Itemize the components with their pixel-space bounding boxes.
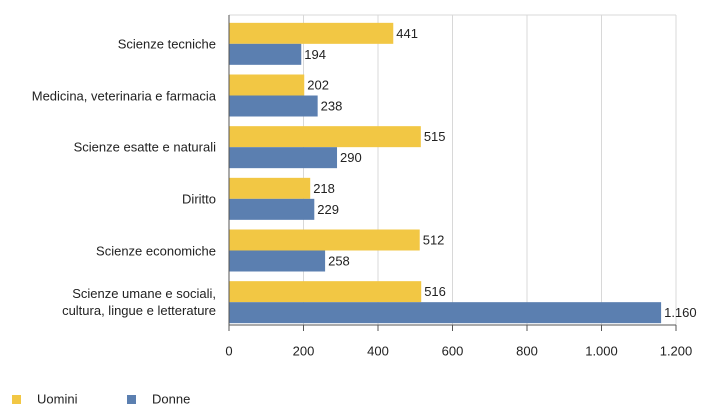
legend-label: Donne — [152, 391, 190, 406]
legend-swatch — [12, 395, 21, 404]
x-tick-label: 600 — [442, 343, 464, 358]
x-tick-label: 1.000 — [585, 343, 618, 358]
bar — [229, 177, 311, 199]
value-label: 441 — [396, 26, 418, 41]
x-tick-label: 400 — [367, 343, 389, 358]
category-label: Scienze esatte e naturali — [73, 139, 216, 155]
bar — [229, 126, 421, 148]
legend-swatch — [127, 395, 136, 404]
value-label: 229 — [317, 202, 339, 217]
category-label: Diritto — [182, 191, 216, 207]
x-tick-label: 800 — [516, 343, 538, 358]
value-label: 218 — [313, 181, 335, 196]
x-tick-label: 200 — [293, 343, 315, 358]
value-label: 516 — [424, 284, 446, 299]
value-label: 258 — [328, 253, 350, 268]
bar — [229, 22, 394, 44]
value-label: 1.160 — [664, 305, 697, 320]
value-label: 290 — [340, 150, 362, 165]
category-label: Scienze umane e sociali, cultura, lingue… — [62, 286, 216, 319]
bar — [229, 250, 326, 272]
bar — [229, 302, 662, 324]
legend-label: Uomini — [37, 391, 78, 406]
value-label: 202 — [307, 77, 329, 92]
x-tick-label: 0 — [225, 343, 232, 358]
bar — [229, 74, 305, 96]
category-label: Scienze tecniche — [117, 36, 216, 52]
category-label: Medicina, veterinaria e farmacia — [31, 88, 216, 103]
value-label: 194 — [304, 47, 326, 62]
bar — [229, 95, 318, 117]
x-tick-label: 1.200 — [660, 343, 693, 358]
bar — [229, 43, 302, 65]
value-label: 512 — [423, 232, 445, 247]
bar — [229, 198, 315, 220]
bar — [229, 229, 420, 251]
value-label: 238 — [321, 98, 343, 113]
bar — [229, 147, 338, 169]
value-label: 515 — [424, 129, 446, 144]
category-label: Scienze economiche — [96, 243, 216, 258]
bar — [229, 281, 422, 303]
